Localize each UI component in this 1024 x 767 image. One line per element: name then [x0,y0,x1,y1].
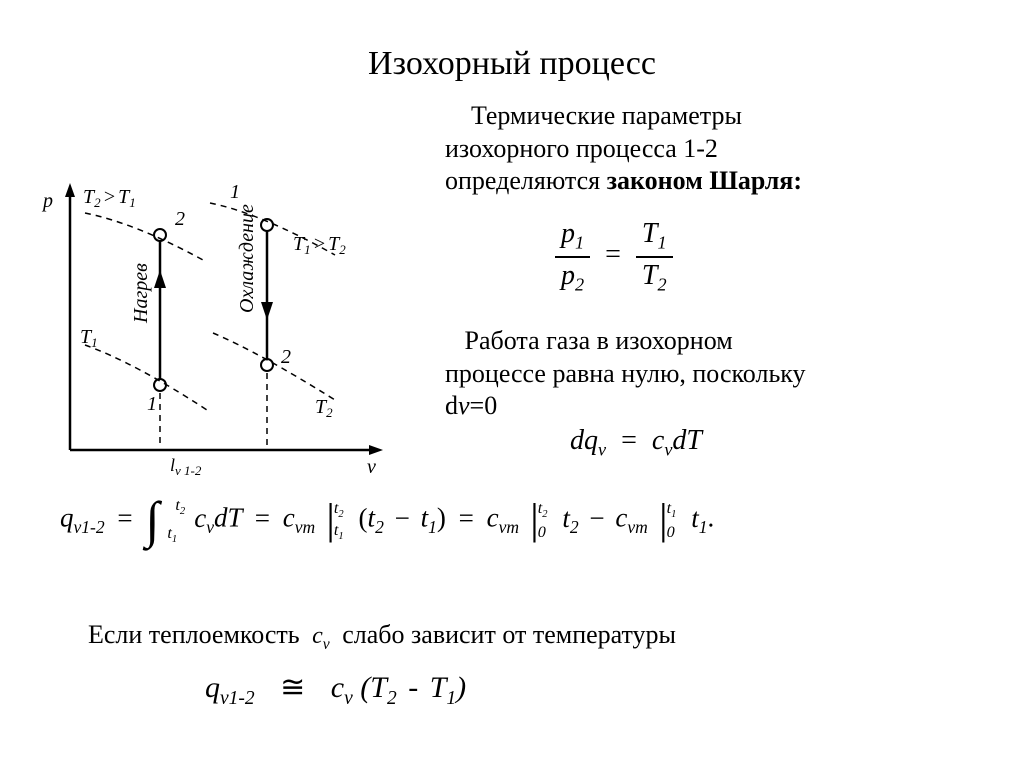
left-point2: 2 [175,208,185,230]
intro-text: Термические параметры изохорного процесс… [445,100,965,198]
heat-integral-equation: qv1-2 = ∫ t1 t2 cvdT = cvm | t1 t2 (t2 −… [60,500,714,541]
bottom-cv-symbol: cv [306,623,336,649]
right-point1: 1 [230,181,240,203]
right-bottom-isotherm: T2 [315,396,333,420]
work-line3-eq0: =0 [470,391,498,420]
left-point1: 1 [147,393,157,415]
right-top-isotherm: T1>T2 [293,233,346,257]
work-line3-d: d [445,391,458,420]
intro-line2: изохорного процесса 1-2 [445,134,718,163]
intro-law: законом Шарля: [607,166,802,195]
work-line3-v: v [458,391,470,420]
left-top-isotherm: T2>T1 [83,186,136,210]
diagram-bottom-label: lv 1-2 [170,455,202,475]
bottom-text-b: слабо зависит от температуры [342,620,676,649]
right-process-label: Охлаждение [236,204,258,313]
intro-line1: Термические параметры [471,101,742,130]
work-line1: Работа газа в изохорном [465,326,733,355]
axis-v-label: v [367,456,376,475]
page-title: Изохорный процесс [0,45,1024,83]
left-process-label: Нагрев [130,263,152,324]
right-point2: 2 [281,346,291,368]
charles-equation: p1 p2 = T1 T2 [555,218,755,295]
heat-approx-equation: qv1-2 ≅ cv (T2 - T1) [205,670,466,710]
pv-diagram: p v lv 1-2 T2>T1 T1 2 1 Нагрев 1 T1>T2 2… [35,175,395,475]
intro-line3a: определяются [445,166,607,195]
bottom-text: Если теплоемкость cv слабо зависит от те… [88,620,676,654]
heat-differential-equation: dqv = cvdT [570,425,702,461]
bottom-text-a: Если теплоемкость [88,620,300,649]
work-text: Работа газа в изохорном процессе равна н… [445,325,985,423]
work-line2: процессе равна нулю, поскольку [445,359,806,388]
axis-p-label: p [41,190,53,212]
left-bottom-isotherm: T1 [80,326,98,350]
